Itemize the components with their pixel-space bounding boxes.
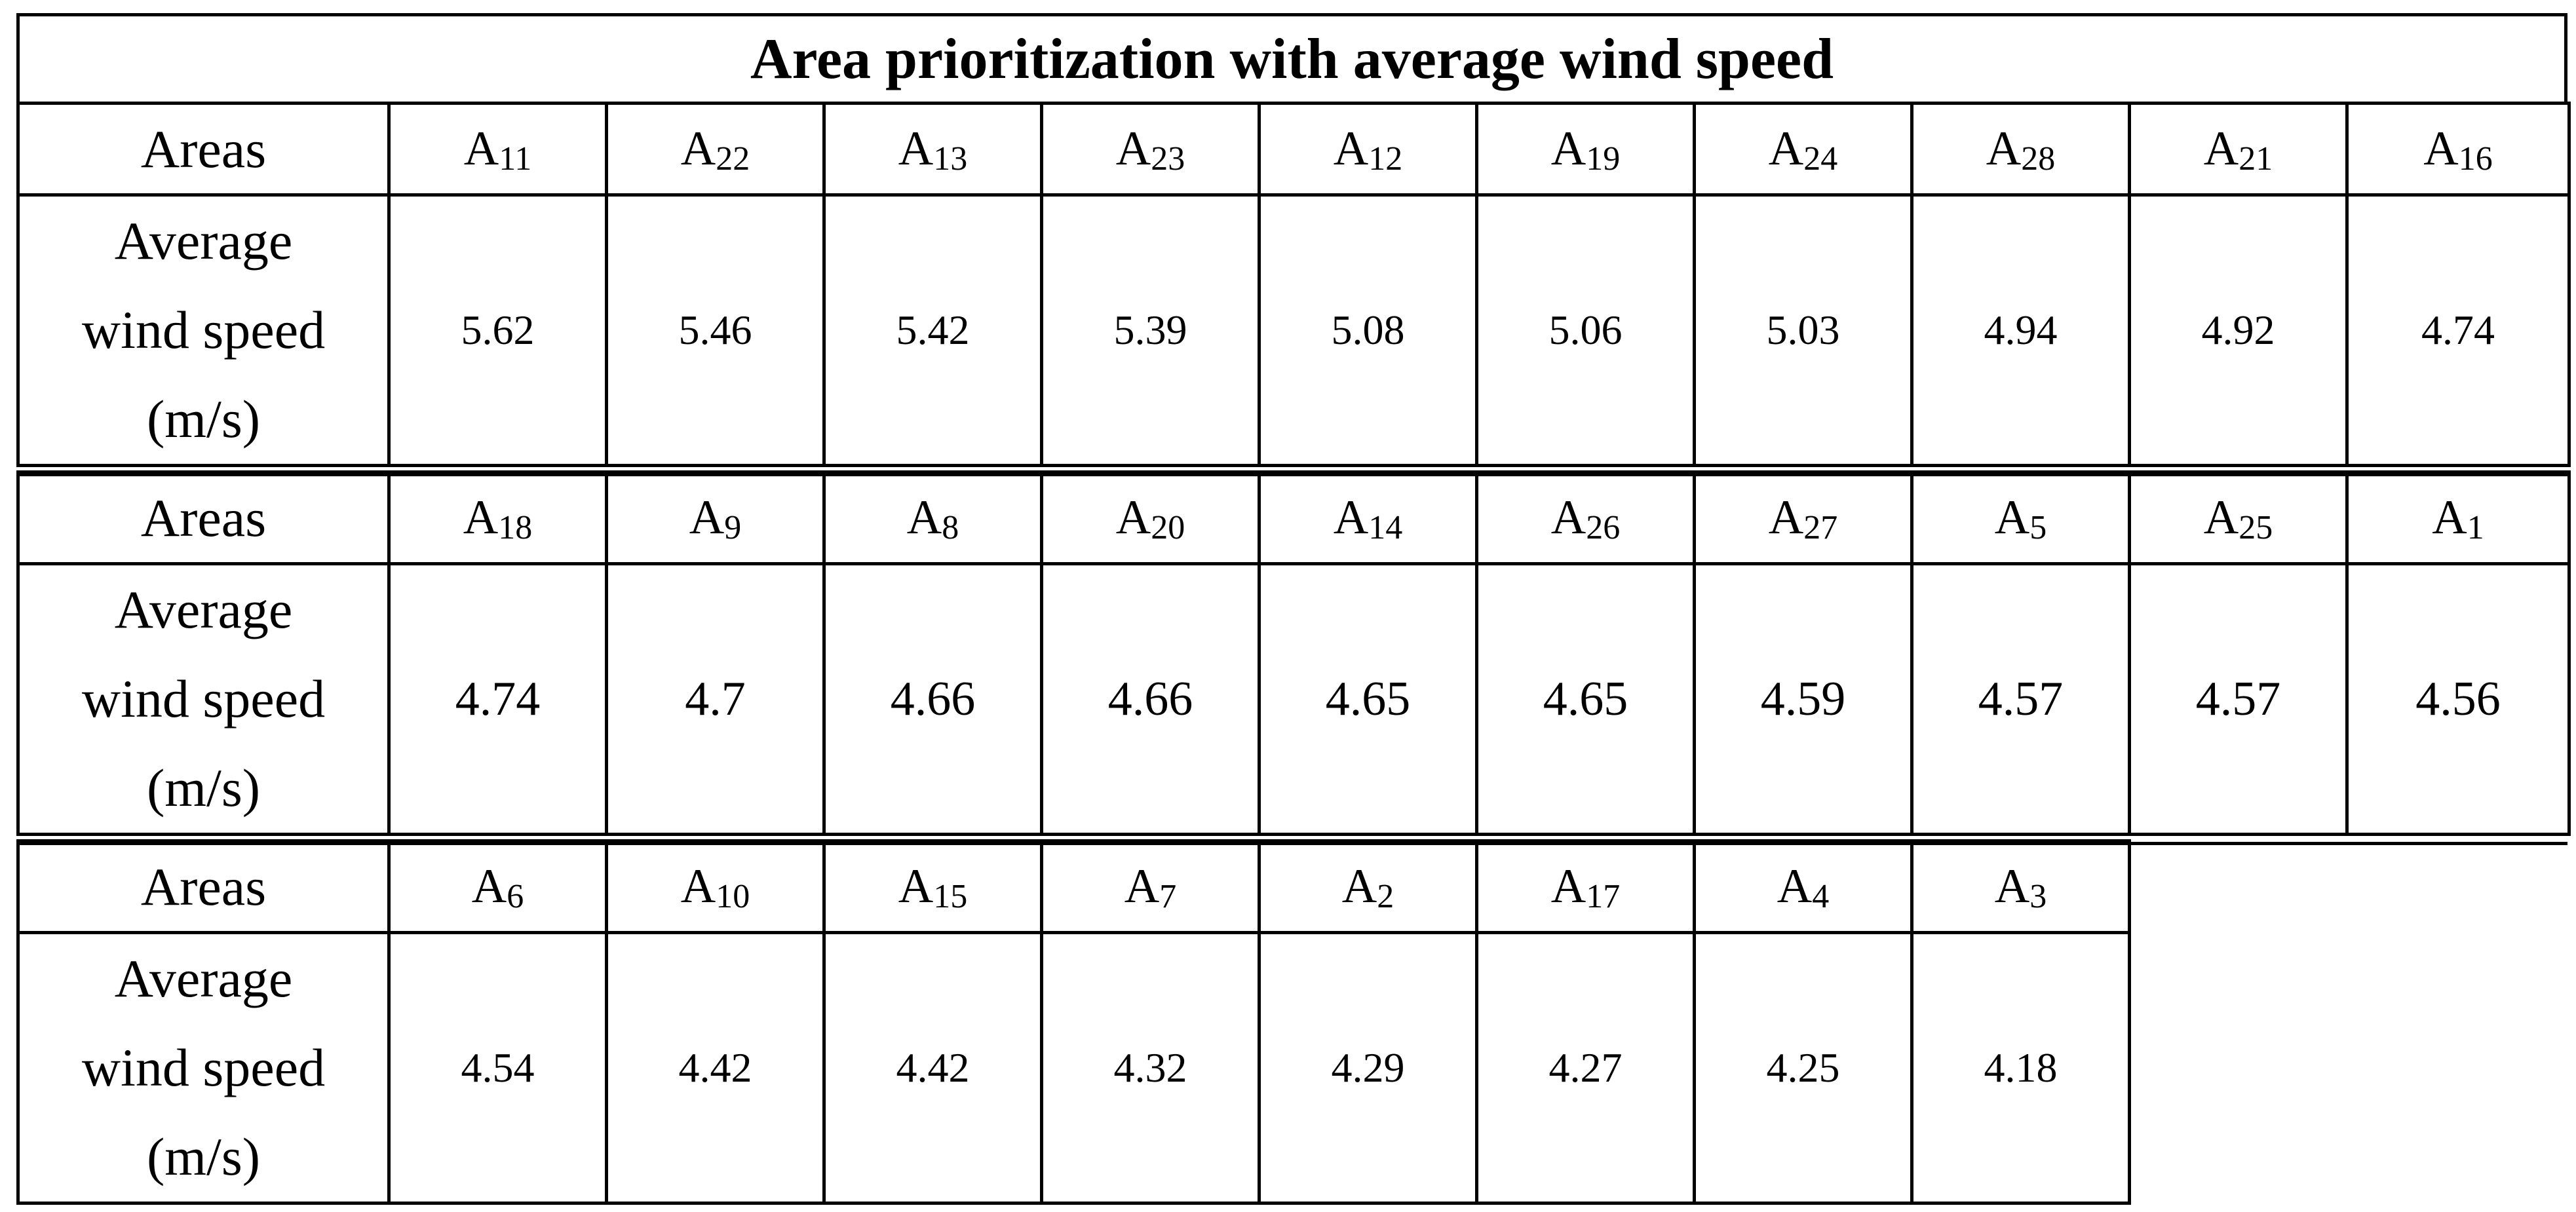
wind-speed-value: 5.62: [387, 193, 608, 467]
wind-speed-value: 4.92: [2128, 193, 2349, 467]
wind-speed-value: 4.25: [1693, 931, 1913, 1205]
wind-speed-value: 4.42: [822, 931, 1043, 1205]
wind-speed-row: Average wind speed (m/s) 4.74 4.7 4.66 4…: [16, 562, 2571, 836]
wind-speed-value: 4.57: [1910, 562, 2131, 836]
area-cell: A4: [1693, 839, 1913, 934]
table-block-2: Areas A18 A9 A8 A20 A14 A26 A27 A5 A25 A…: [16, 470, 2571, 836]
areas-label: Areas: [16, 470, 391, 565]
areas-row: Areas A11 A22 A13 A23 A12 A19 A24 A28 A2…: [16, 102, 2571, 197]
wind-speed-value: 4.7: [605, 562, 826, 836]
table-block-3: Areas A6 A10 A15 A7 A2 A17 A4 A3 Average…: [16, 839, 2571, 1205]
area-cell: A13: [822, 102, 1043, 197]
wind-speed-value: 4.32: [1040, 931, 1261, 1205]
area-cell: A28: [1910, 102, 2131, 197]
area-cell: A25: [2128, 470, 2349, 565]
area-cell: A19: [1475, 102, 1696, 197]
empty-cell: [2347, 841, 2569, 933]
wind-speed-row: Average wind speed (m/s) 5.62 5.46 5.42 …: [16, 193, 2571, 467]
wind-speed-value: 4.56: [2345, 562, 2571, 836]
area-cell: A1: [2345, 470, 2571, 565]
wind-speed-value: 4.94: [1910, 193, 2131, 467]
wind-speed-value: 4.66: [822, 562, 1043, 836]
wind-speed-value: 5.46: [605, 193, 826, 467]
area-cell: A22: [605, 102, 826, 197]
wind-speed-value: 4.54: [387, 931, 608, 1205]
area-cell: A21: [2128, 102, 2349, 197]
area-cell: A15: [822, 839, 1043, 934]
wind-speed-value: 5.42: [822, 193, 1043, 467]
area-cell: A16: [2345, 102, 2571, 197]
area-cell: A3: [1910, 839, 2131, 934]
areas-label: Areas: [16, 839, 391, 934]
wind-speed-value: 5.08: [1258, 193, 1478, 467]
area-cell: A12: [1258, 102, 1478, 197]
wind-speed-value: 4.65: [1258, 562, 1478, 836]
area-cell: A18: [387, 470, 608, 565]
area-cell: A23: [1040, 102, 1261, 197]
area-cell: A5: [1910, 470, 2131, 565]
wind-speed-value: 4.65: [1475, 562, 1696, 836]
wind-speed-value: 4.74: [2345, 193, 2571, 467]
wind-speed-value: 4.27: [1475, 931, 1696, 1205]
area-cell: A24: [1693, 102, 1913, 197]
table-title: Area prioritization with average wind sp…: [16, 13, 2567, 105]
area-cell: A10: [605, 839, 826, 934]
wind-speed-row: Average wind speed (m/s) 4.54 4.42 4.42 …: [16, 931, 2569, 1205]
area-cell: A2: [1258, 839, 1478, 934]
area-cell: A17: [1475, 839, 1696, 934]
area-cell: A6: [387, 839, 608, 934]
wind-speed-value: 4.42: [605, 931, 826, 1205]
wind-speed-value: 4.18: [1910, 931, 2131, 1205]
table-block-1: Areas A11 A22 A13 A23 A12 A19 A24 A28 A2…: [16, 102, 2571, 467]
area-cell: A26: [1475, 470, 1696, 565]
wind-speed-value: 4.59: [1693, 562, 1913, 836]
area-cell: A11: [387, 102, 608, 197]
wind-speed-value: 4.74: [387, 562, 608, 836]
area-cell: A14: [1258, 470, 1478, 565]
area-cell: A8: [822, 470, 1043, 565]
wind-speed-value: 4.29: [1258, 931, 1478, 1205]
empty-cell: [2347, 933, 2569, 1203]
areas-label: Areas: [16, 102, 391, 197]
wind-speed-label: Average wind speed (m/s): [16, 193, 391, 467]
wind-speed-value: 5.39: [1040, 193, 1261, 467]
wind-speed-value: 4.66: [1040, 562, 1261, 836]
area-cell: A9: [605, 470, 826, 565]
area-cell: A7: [1040, 839, 1261, 934]
empty-cell: [2130, 841, 2347, 933]
wind-speed-value: 4.57: [2128, 562, 2349, 836]
wind-speed-value: 5.06: [1475, 193, 1696, 467]
area-cell: A20: [1040, 470, 1261, 565]
wind-speed-value: 5.03: [1693, 193, 1913, 467]
wind-speed-label: Average wind speed (m/s): [16, 562, 391, 836]
wind-speed-label: Average wind speed (m/s): [16, 931, 391, 1205]
empty-cell: [2130, 933, 2347, 1203]
areas-row: Areas A18 A9 A8 A20 A14 A26 A27 A5 A25 A…: [16, 470, 2571, 565]
areas-row: Areas A6 A10 A15 A7 A2 A17 A4 A3: [16, 839, 2569, 934]
area-cell: A27: [1693, 470, 1913, 565]
